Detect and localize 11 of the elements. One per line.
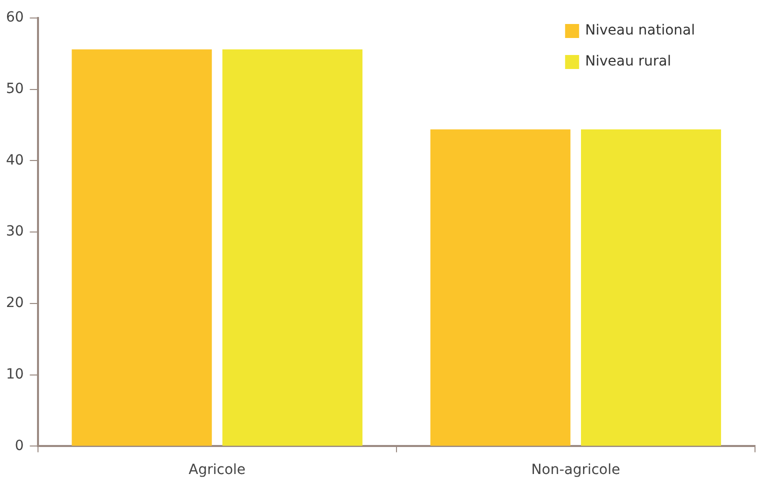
y-tick-label: 40 bbox=[6, 152, 24, 168]
y-tick-label: 10 bbox=[6, 366, 24, 382]
y-tick-label: 20 bbox=[6, 295, 24, 312]
legend-label: Niveau rural bbox=[585, 54, 672, 70]
x-tick-label: Non-agricole bbox=[531, 462, 620, 478]
y-tick-label: 0 bbox=[14, 438, 24, 454]
y-tick-label: 50 bbox=[6, 81, 24, 98]
legend-label: Niveau national bbox=[585, 22, 696, 39]
y-tick-label: 30 bbox=[6, 224, 24, 240]
y-tick-label: 60 bbox=[6, 10, 24, 26]
x-tick-label: Agricole bbox=[188, 462, 246, 478]
